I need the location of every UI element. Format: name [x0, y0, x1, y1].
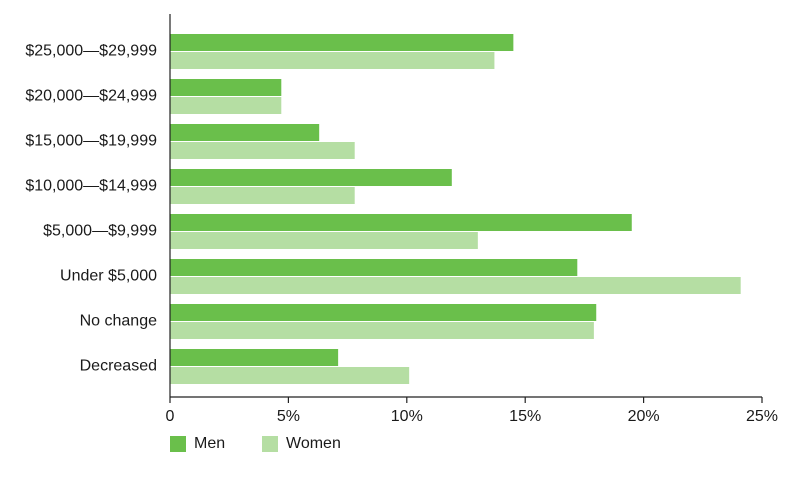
axis-layer [169, 14, 762, 398]
bar-women-decreased [170, 367, 410, 384]
bar-men-no-change [170, 304, 597, 321]
bar-men-25-000-29-999 [170, 34, 514, 51]
x-tick-label: 10% [391, 408, 423, 425]
bar-men-15-000-19-999 [170, 124, 320, 141]
category-label: Decreased [80, 358, 157, 375]
legend-label-women: Women [286, 435, 341, 452]
category-label: $25,000—$29,999 [25, 43, 157, 60]
bar-men-5-000-9-999 [170, 214, 632, 231]
x-tick-label: 20% [628, 408, 660, 425]
bar-men-10-000-14-999 [170, 169, 452, 186]
legend-swatch-women [262, 436, 278, 452]
category-label: $20,000—$24,999 [25, 88, 157, 105]
bar-men-under-5-000 [170, 259, 578, 276]
bars-layer [170, 34, 741, 384]
category-label: No change [80, 313, 157, 330]
category-labels: $25,000—$29,999 $20,000—$24,999 $15,000—$1… [25, 43, 157, 375]
bar-women-under-5-000 [170, 277, 741, 294]
bar-women-10-000-14-999 [170, 187, 355, 204]
x-tick-label: 15% [509, 408, 541, 425]
x-tick-label: 25% [746, 408, 778, 425]
x-axis-ticks: 0 5% 10% 15% 20% 25% [166, 397, 778, 425]
x-tick-label: 5% [277, 408, 300, 425]
legend-swatch-men [170, 436, 186, 452]
x-tick-label: 0 [166, 408, 175, 425]
legend: Men Women [170, 435, 341, 452]
category-label: Under $5,000 [60, 268, 157, 285]
bar-men-decreased [170, 349, 339, 366]
bar-women-5-000-9-999 [170, 232, 478, 249]
category-label: $15,000—$19,999 [25, 133, 157, 150]
legend-label-men: Men [194, 435, 225, 452]
bar-men-20-000-24-999 [170, 79, 282, 96]
category-label: $5,000—$9,999 [43, 223, 157, 240]
bar-women-20-000-24-999 [170, 97, 282, 114]
bar-women-no-change [170, 322, 594, 339]
bar-women-25-000-29-999 [170, 52, 495, 69]
category-label: $10,000—$14,999 [25, 178, 157, 195]
bar-women-15-000-19-999 [170, 142, 355, 159]
